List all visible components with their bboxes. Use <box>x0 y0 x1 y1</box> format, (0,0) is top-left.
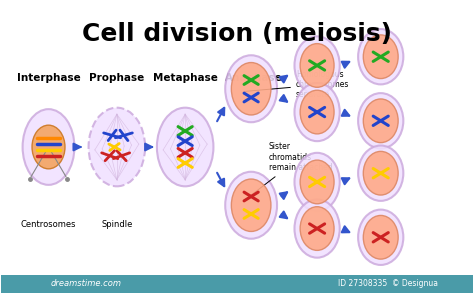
Ellipse shape <box>157 108 213 186</box>
Text: Cell division (meiosis): Cell division (meiosis) <box>82 22 392 46</box>
Ellipse shape <box>89 108 145 186</box>
Text: ID 27308335  © Designua: ID 27308335 © Designua <box>338 279 438 288</box>
Text: dreamstime.com: dreamstime.com <box>51 279 122 288</box>
Ellipse shape <box>300 90 334 134</box>
Ellipse shape <box>300 207 334 250</box>
Text: Centrosomes: Centrosomes <box>21 220 76 229</box>
Ellipse shape <box>363 99 398 143</box>
Text: Interphase: Interphase <box>17 73 81 83</box>
Ellipse shape <box>300 44 334 87</box>
Ellipse shape <box>225 172 277 239</box>
Text: Anaphase: Anaphase <box>225 73 283 83</box>
Text: Spindle: Spindle <box>101 220 133 229</box>
Text: Metaphase: Metaphase <box>153 73 218 83</box>
Ellipse shape <box>23 109 74 185</box>
Ellipse shape <box>363 151 398 195</box>
Ellipse shape <box>294 83 340 141</box>
Text: Homologous
chromosomes
separate: Homologous chromosomes separate <box>245 70 349 99</box>
Ellipse shape <box>231 179 271 231</box>
Ellipse shape <box>358 29 403 84</box>
Ellipse shape <box>294 199 340 258</box>
Ellipse shape <box>294 36 340 95</box>
Ellipse shape <box>358 210 403 265</box>
Ellipse shape <box>225 55 277 122</box>
Text: Sister
chromatids
remain attached: Sister chromatids remain attached <box>244 143 332 201</box>
Ellipse shape <box>363 35 398 78</box>
Ellipse shape <box>358 93 403 148</box>
Ellipse shape <box>358 146 403 201</box>
Ellipse shape <box>363 216 398 259</box>
Bar <box>1 275 473 293</box>
Ellipse shape <box>294 153 340 211</box>
Ellipse shape <box>231 63 271 115</box>
Text: Prophase: Prophase <box>89 73 145 83</box>
Ellipse shape <box>300 160 334 204</box>
Ellipse shape <box>32 125 65 169</box>
